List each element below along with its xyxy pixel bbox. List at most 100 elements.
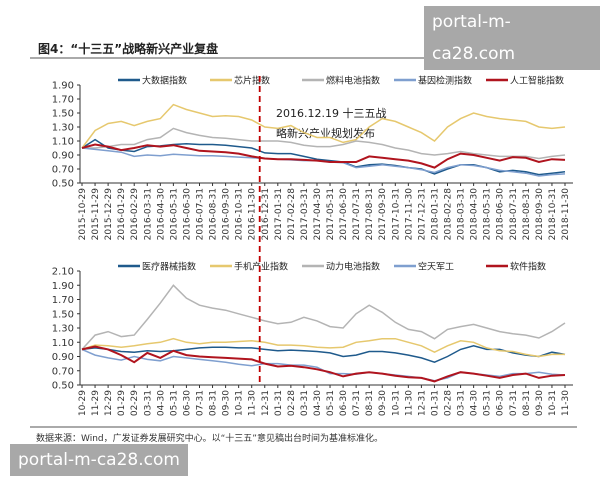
series-line-5	[81, 143, 566, 169]
x-tick-label: 2017-03-31	[300, 390, 310, 442]
x-tick-label: 2016-10-31	[235, 390, 245, 442]
x-tick-label: 2016-10-31	[235, 188, 245, 240]
series-line-2	[81, 337, 565, 358]
y-tick-label: 0.70	[52, 165, 74, 176]
x-tick-label: 2017-03-31	[300, 188, 310, 240]
x-tick-label: 2015-12-29	[104, 390, 114, 443]
y-tick-label: 0.90	[52, 151, 74, 162]
x-tick-label: 2017-08-31	[365, 188, 375, 240]
legend-label: 空天军工	[418, 261, 454, 273]
x-tick-label: 2015-11-29	[91, 188, 101, 241]
y-tick-label: 0.50	[52, 381, 74, 392]
x-tick-label: 2017-12-31	[417, 188, 427, 240]
x-tick-label: 2017-01-31	[274, 390, 284, 442]
x-tick-label: 2018-09-30	[535, 188, 545, 241]
x-tick-label: 2018-11-30	[561, 390, 571, 443]
x-tick-label: 2017-07-31	[352, 390, 362, 442]
y-tick-label: 1.50	[52, 109, 74, 120]
x-tick-label: 2017-04-30	[313, 390, 323, 443]
source-note: 数据来源：Wind，广发证券发展研究中心。以“十三五”意见稿出台时间为基准标准化…	[36, 432, 383, 444]
y-tick-label: 1.10	[52, 137, 74, 148]
x-tick-label: 2015-12-29	[104, 188, 114, 241]
x-tick-label: 2017-02-28	[287, 188, 297, 241]
legend-label: 手机产业指数	[234, 261, 288, 273]
legend-label: 医疗器械指数	[142, 261, 196, 273]
x-tick-label: 2018-01-31	[430, 188, 440, 240]
x-tick-label: 2017-11-30	[404, 390, 414, 443]
y-tick-label: 2.10	[52, 267, 74, 278]
x-tick-label: 2018-05-31	[483, 188, 493, 240]
y-tick-label: 0.50	[52, 179, 74, 190]
x-tick-label: 2018-05-31	[483, 390, 493, 442]
x-tick-label: 2016-12-31	[261, 188, 271, 240]
x-tick-label: 2017-04-30	[313, 188, 323, 241]
x-tick-label: 2017-08-31	[365, 390, 375, 442]
legend-label: 燃料电池指数	[326, 75, 380, 87]
series-line-2	[81, 103, 566, 149]
x-tick-label: 2016-01-29	[117, 188, 127, 241]
x-tick-label: 2017-12-31	[417, 390, 427, 442]
x-tick-label: 2017-09-30	[378, 390, 388, 443]
x-tick-label: 2016-03-31	[143, 188, 153, 240]
x-tick-label: 2016-02-29	[130, 390, 140, 443]
x-tick-label: 2016-08-31	[209, 188, 219, 240]
x-tick-label: 2017-05-31	[326, 188, 336, 240]
legend-label: 人工智能指数	[510, 75, 564, 87]
x-tick-label: 2017-05-31	[326, 390, 336, 442]
x-tick-label: 2018-11-30	[561, 188, 571, 241]
y-tick-label: 1.90	[52, 281, 74, 292]
x-tick-label: 2018-03-31	[457, 188, 467, 240]
y-tick-label: 1.10	[52, 338, 74, 349]
x-tick-label: 2018-06-30	[496, 188, 506, 241]
x-tick-label: 2018-01-31	[430, 390, 440, 442]
series-line-5	[81, 345, 566, 383]
x-tick-label: 2016-12-31	[261, 390, 271, 442]
x-tick-label: 2018-07-31	[509, 390, 519, 442]
legend-label: 动力电池指数	[326, 261, 380, 273]
x-tick-label: 2018-02-28	[444, 390, 454, 443]
y-tick-label: 0.70	[52, 366, 74, 377]
x-tick-label: 2016-09-30	[222, 390, 232, 443]
x-tick-label: 2017-10-31	[391, 188, 401, 240]
x-tick-label: 2016-06-30	[182, 188, 192, 241]
y-tick-label: 1.30	[52, 324, 74, 335]
x-tick-label: 2018-08-31	[522, 188, 532, 240]
x-tick-label: 2017-01-31	[274, 188, 284, 240]
y-tick-label: 1.50	[52, 309, 74, 320]
x-tick-label: 2016-05-31	[169, 188, 179, 240]
x-tick-label: 2016-05-31	[169, 390, 179, 442]
x-tick-label: 2018-10-31	[548, 390, 558, 442]
x-tick-label: 2018-04-30	[470, 188, 480, 241]
y-tick-label: 1.30	[52, 123, 74, 134]
legend-label: 芯片指数	[234, 75, 270, 87]
x-tick-label: 2016-11-30	[248, 390, 258, 443]
x-tick-label: 2016-01-29	[117, 390, 127, 443]
y-tick-label: 1.70	[52, 95, 74, 106]
x-tick-label: 2015-11-29	[91, 390, 101, 443]
chart-1: 1.90 1.70 1.50 1.30 1.10 0.90 0.70 0.50 2015-10-…	[52, 75, 573, 241]
series-line-3	[82, 127, 566, 160]
x-tick-label: 2017-06-30	[339, 390, 349, 443]
x-tick-label: 2016-09-30	[222, 188, 232, 241]
x-tick-label: 2016-07-31	[195, 188, 205, 240]
y-tick-label: 0.90	[52, 352, 74, 363]
x-tick-label: 2018-09-30	[535, 390, 545, 443]
event-label-line1: 2016.12.19 十三五战	[276, 106, 386, 120]
x-tick-label: 2018-10-31	[548, 188, 558, 240]
x-tick-label: 2016-03-31	[143, 390, 153, 442]
x-tick-label: 2018-02-28	[444, 188, 454, 241]
event-label-line2: 略新兴产业规划发布	[276, 126, 375, 140]
series-line-3	[81, 284, 566, 350]
x-tick-label: 2016-04-30	[156, 390, 166, 443]
x-tick-label: 2015-10-29	[78, 390, 88, 443]
y-tick-label: 1.70	[52, 295, 74, 306]
series-line-1	[81, 345, 566, 364]
figure-title: 图4：“十三五”战略新兴产业复盘	[38, 41, 218, 56]
y-tick-label: 1.90	[52, 81, 74, 92]
x-tick-label: 2016-04-30	[156, 188, 166, 241]
x-tick-label: 2016-11-30	[248, 188, 258, 241]
x-tick-label: 2018-03-31	[457, 390, 467, 442]
x-tick-label: 2016-02-29	[130, 188, 140, 241]
